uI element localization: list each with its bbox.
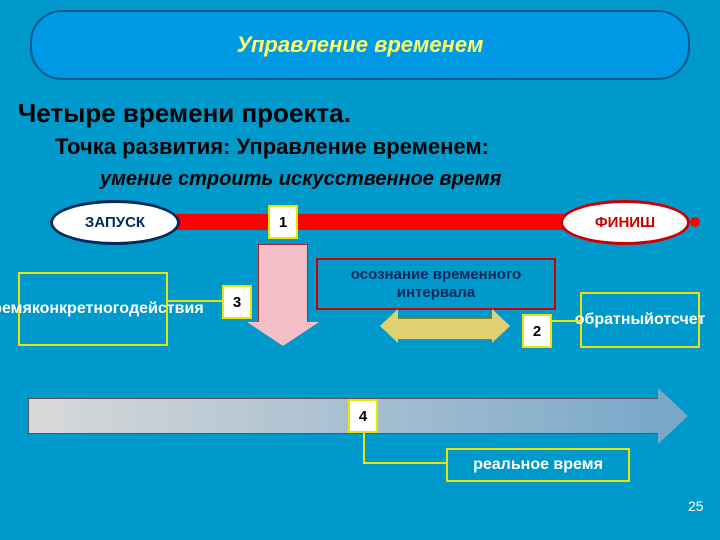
label-left: время конкретного действия xyxy=(18,272,168,346)
box-1-label: 1 xyxy=(279,214,287,231)
bidir-arrow-head-left xyxy=(380,309,398,343)
box-2-label: 2 xyxy=(533,323,541,340)
bidir-arrow-head-right xyxy=(492,309,510,343)
timeline-end-dot xyxy=(690,217,700,227)
connector-left xyxy=(168,300,223,302)
label-right-l1: обратный xyxy=(575,310,654,331)
connector-4-h xyxy=(363,462,447,464)
down-arrow-tip xyxy=(247,322,319,346)
down-arrow xyxy=(258,244,308,346)
title-text: Управление временем xyxy=(237,32,484,58)
connector-4-v xyxy=(363,432,365,462)
awareness-l2: интервала xyxy=(397,284,475,301)
label-left-l1: время xyxy=(0,299,32,320)
bidir-arrow-shaft xyxy=(398,318,492,340)
box-4-label: 4 xyxy=(359,408,367,425)
real-time-label: реальное время xyxy=(446,448,630,482)
connector-right xyxy=(551,320,581,322)
awareness-box: осознание временного интервала xyxy=(316,258,556,310)
start-label: ЗАПУСК xyxy=(85,214,145,231)
box-4: 4 xyxy=(348,399,378,433)
title-pill: Управление временем xyxy=(30,10,690,80)
down-arrow-shaft xyxy=(258,244,308,322)
box-3: 3 xyxy=(222,285,252,319)
long-arrow-shaft xyxy=(28,398,658,434)
heading-1: Четыре времени проекта. xyxy=(18,98,351,129)
slide: Управление временем Четыре времени проек… xyxy=(0,0,720,540)
slide-number: 25 xyxy=(688,498,704,514)
timeline-bar xyxy=(115,214,625,230)
real-time-text: реальное время xyxy=(473,456,603,474)
box-2: 2 xyxy=(522,314,552,348)
bidir-arrow xyxy=(380,318,510,340)
long-arrow-tip xyxy=(658,388,688,444)
label-right: обратный отсчет xyxy=(580,292,700,348)
heading-2: Точка развития: Управление временем: xyxy=(55,134,489,160)
finish-label: ФИНИШ xyxy=(595,214,655,231)
finish-ellipse: ФИНИШ xyxy=(560,200,690,245)
label-left-l2: конкретного xyxy=(32,299,129,320)
box-1: 1 xyxy=(268,205,298,239)
awareness-l1: осознание временного xyxy=(351,266,521,283)
box-3-label: 3 xyxy=(233,294,241,311)
start-ellipse: ЗАПУСК xyxy=(50,200,180,245)
heading-3: умение строить искусственное время xyxy=(100,168,501,191)
label-right-l2: отсчет xyxy=(654,310,705,331)
